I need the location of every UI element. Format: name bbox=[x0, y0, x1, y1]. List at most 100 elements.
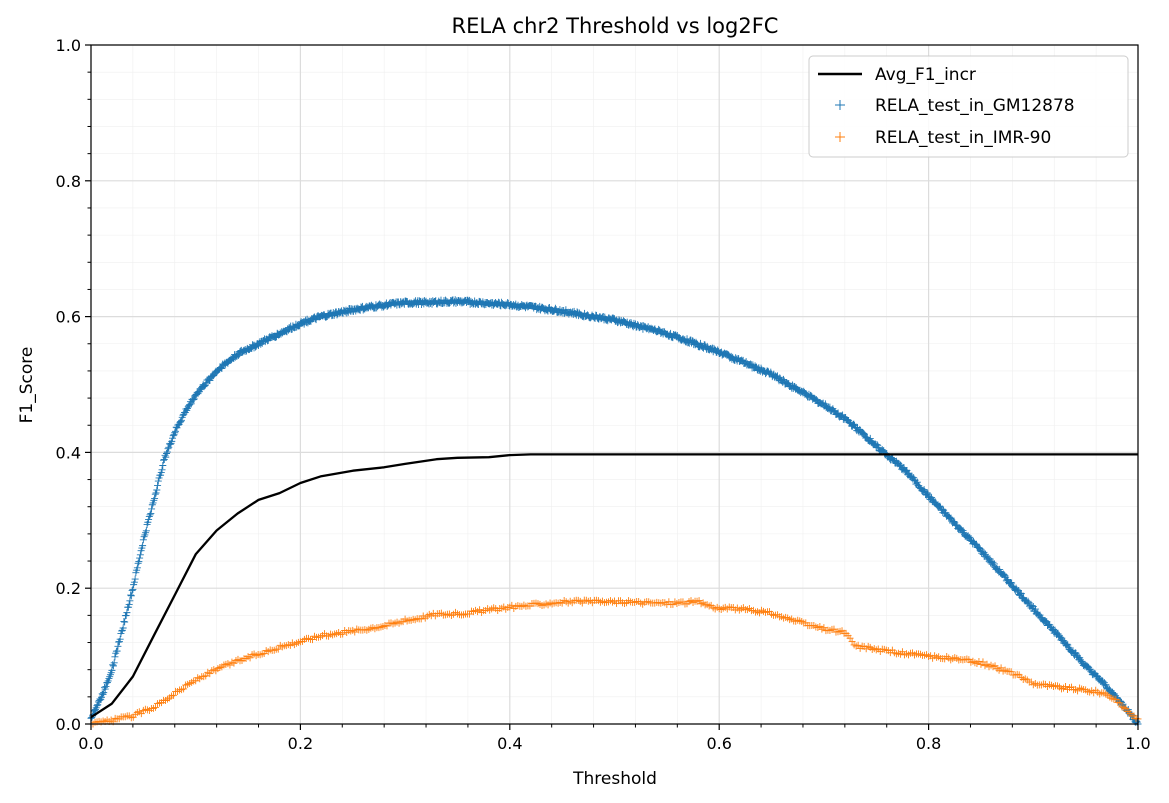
scatter-point bbox=[938, 505, 946, 513]
scatter-point bbox=[108, 666, 116, 674]
scatter-point bbox=[163, 448, 171, 456]
scatter-point bbox=[148, 505, 156, 513]
legend-box bbox=[808, 55, 1129, 158]
scatter-point bbox=[339, 630, 347, 638]
scatter-point bbox=[130, 578, 138, 586]
scatter-point bbox=[1077, 658, 1085, 666]
scatter-point bbox=[172, 427, 180, 435]
legend-label-imr90: RELA_test_in_IMR-90 bbox=[875, 128, 1051, 148]
scatter-point bbox=[1003, 575, 1011, 583]
plot-frame bbox=[90, 44, 1139, 725]
series-RELA_test_in_IMR-90 bbox=[87, 596, 1142, 728]
scatter-point bbox=[1116, 699, 1124, 707]
scatter-point bbox=[1106, 685, 1114, 693]
scatter-point bbox=[103, 678, 111, 686]
scatter-point bbox=[978, 547, 986, 555]
scatter-point bbox=[751, 362, 759, 370]
scatter-point bbox=[116, 635, 124, 643]
x-tick-label: 1.0 bbox=[1125, 734, 1150, 753]
scatter-point bbox=[162, 453, 170, 461]
scatter-point bbox=[136, 551, 144, 559]
scatter-point bbox=[123, 609, 131, 617]
scatter-point bbox=[873, 440, 881, 448]
x-tick-label: 0.2 bbox=[288, 734, 313, 753]
scatter-point bbox=[145, 516, 153, 524]
scatter-point bbox=[142, 527, 150, 535]
scatter-point bbox=[154, 481, 162, 489]
scatter-point bbox=[975, 544, 983, 552]
scatter-point bbox=[145, 512, 153, 520]
y-axis-label: F1_Score bbox=[17, 347, 37, 424]
scatter-point bbox=[806, 391, 814, 399]
scatter-point bbox=[202, 672, 210, 680]
scatter-point bbox=[863, 433, 871, 441]
scatter-point bbox=[170, 431, 178, 439]
scatter-point bbox=[139, 542, 147, 550]
scatter-point bbox=[99, 690, 107, 698]
scatter-point bbox=[165, 443, 173, 451]
scatter-point bbox=[121, 618, 129, 626]
scatter-point bbox=[158, 466, 166, 474]
scatter-point bbox=[148, 501, 156, 509]
series-line-Avg_F1_incr bbox=[90, 453, 1138, 719]
scatter-point bbox=[111, 653, 119, 661]
legend-label-gm12878: RELA_test_in_GM12878 bbox=[875, 96, 1075, 116]
chart-title: RELA chr2 Threshold vs log2FC bbox=[452, 14, 779, 38]
scatter-point bbox=[913, 478, 921, 486]
scatter-point bbox=[133, 564, 141, 572]
scatter-point bbox=[667, 329, 675, 337]
scatter-point bbox=[274, 645, 282, 653]
scatter-point bbox=[860, 429, 868, 437]
scatter-point bbox=[263, 337, 271, 345]
scatter-point bbox=[990, 560, 998, 568]
scatter-point bbox=[919, 487, 927, 495]
scatter-point bbox=[683, 335, 691, 343]
scatter-point bbox=[1093, 672, 1101, 680]
scatter-point bbox=[177, 417, 185, 425]
scatter-point bbox=[1041, 617, 1049, 625]
scatter-point bbox=[166, 440, 174, 448]
scatter-point bbox=[1007, 578, 1015, 586]
scatter-point bbox=[1063, 640, 1071, 648]
scatter-point bbox=[100, 689, 108, 697]
scatter-point bbox=[283, 328, 291, 336]
scatter-point bbox=[135, 558, 143, 566]
scatter-point bbox=[110, 659, 118, 667]
scatter-point bbox=[125, 600, 133, 608]
scatter-point bbox=[830, 407, 838, 415]
scatter-point bbox=[1001, 572, 1009, 580]
scatter-point bbox=[100, 683, 108, 691]
scatter-point bbox=[923, 489, 931, 497]
legend: Avg_F1_incr RELA_test_in_GM12878 RELA_te… bbox=[808, 55, 1129, 158]
scatter-point bbox=[119, 624, 127, 632]
scatter-point bbox=[109, 662, 117, 670]
scatter-point bbox=[122, 611, 130, 619]
scatter-point bbox=[183, 404, 191, 412]
scatter-point bbox=[993, 564, 1001, 572]
scatter-point bbox=[139, 536, 147, 544]
scatter-point bbox=[1099, 677, 1107, 685]
scatter-point bbox=[118, 627, 126, 635]
x-tick-label: 0.6 bbox=[706, 734, 731, 753]
scatter-point bbox=[866, 434, 874, 442]
y-tick-label: 0.8 bbox=[56, 172, 81, 191]
scatter-point bbox=[1102, 681, 1110, 689]
scatter-point bbox=[924, 490, 932, 498]
scatter-point bbox=[154, 477, 162, 485]
scatter-point bbox=[979, 658, 987, 666]
scatter-point bbox=[812, 396, 820, 404]
x-axis-label: Threshold bbox=[572, 769, 657, 789]
scatter-point bbox=[124, 603, 132, 611]
legend-label-avg: Avg_F1_incr bbox=[875, 65, 976, 85]
scatter-point bbox=[127, 592, 135, 600]
x-tick-label: 0.0 bbox=[78, 734, 103, 753]
scatter-point bbox=[234, 351, 242, 359]
axes-ticks: 0.0 0.2 0.4 0.6 0.8 1.0 0.0 0.2 0.4 0.6 0.8 1.0 bbox=[56, 36, 1151, 753]
legend-plus-swatch-imr90 bbox=[835, 132, 845, 142]
scatter-point bbox=[780, 375, 788, 383]
scatter-point bbox=[180, 685, 188, 693]
scatter-point bbox=[551, 304, 559, 312]
scatter-point bbox=[168, 437, 176, 445]
scatter-point bbox=[151, 490, 159, 498]
scatter-point bbox=[210, 372, 218, 380]
